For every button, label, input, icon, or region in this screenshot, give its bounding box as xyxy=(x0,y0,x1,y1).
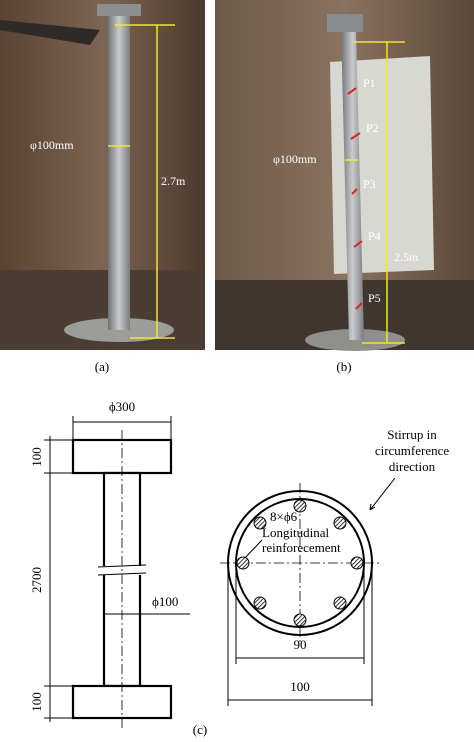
dimension-line xyxy=(72,416,172,440)
point-label: P3 xyxy=(363,177,376,191)
dimension-label: 100 xyxy=(29,447,44,467)
dimension-label: 100 xyxy=(29,692,44,712)
dimension-label: 90 xyxy=(294,637,307,652)
leader xyxy=(369,477,396,511)
stirrup-note: circumference xyxy=(375,443,450,458)
pole xyxy=(341,30,364,340)
pole xyxy=(108,12,130,330)
section-drawing: 8×ϕ6 Longitudinal reinforecement Stirrup… xyxy=(220,427,449,706)
column-drawing: ϕ300 100 2700 100 ϕ100 xyxy=(29,399,190,728)
dimension-label: 2700 xyxy=(29,567,44,593)
top-plate xyxy=(97,4,141,16)
stirrup-note: Stirrup in xyxy=(387,427,437,442)
caption: (c) xyxy=(193,722,207,737)
caption: (b) xyxy=(336,359,351,374)
point-label: P4 xyxy=(368,229,381,243)
diameter-label: φ100mm xyxy=(273,152,317,166)
point-label: P2 xyxy=(366,121,379,135)
photo-a: φ100mm 2.7m xyxy=(0,0,205,350)
point-label: P1 xyxy=(363,76,376,90)
dimension-label: ϕ300 xyxy=(109,399,135,414)
height-label: 2.7m xyxy=(161,174,186,188)
caption: (a) xyxy=(95,359,109,374)
dimension-label: ϕ100 xyxy=(152,594,178,609)
dimension-line xyxy=(44,436,104,722)
photo-b: P1 P2 P3 P4 P5 φ100mm 2.5m xyxy=(215,0,474,351)
diameter-label: φ100mm xyxy=(30,138,74,152)
bracket xyxy=(0,20,100,45)
rebar-note: reinforecement xyxy=(262,540,341,555)
top-plate xyxy=(327,14,363,32)
dimension-line xyxy=(227,563,373,706)
rebar-label: 8×ϕ6 xyxy=(270,509,298,524)
arrows xyxy=(347,87,363,310)
point-label: P5 xyxy=(368,291,381,305)
leader xyxy=(244,539,263,559)
stirrup-note: direction xyxy=(389,459,436,474)
rebar-note: Longitudinal xyxy=(262,525,330,540)
dimension-label: 100 xyxy=(290,679,310,694)
rebars xyxy=(236,499,364,627)
height-label: 2.5m xyxy=(394,250,419,264)
